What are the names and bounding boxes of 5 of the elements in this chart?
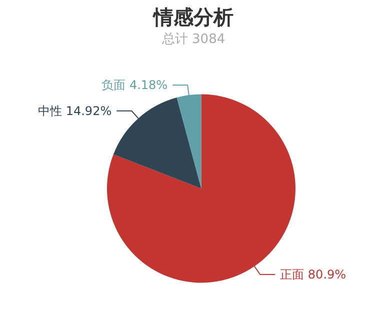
slice-label: 负面 4.18%: [102, 78, 168, 92]
chart-subtitle: 总计 3084: [160, 32, 226, 47]
chart-title: 情感分析: [152, 5, 234, 29]
slice-label: 中性 14.92%: [38, 104, 112, 118]
slice-label: 正面 80.9%: [280, 268, 346, 282]
